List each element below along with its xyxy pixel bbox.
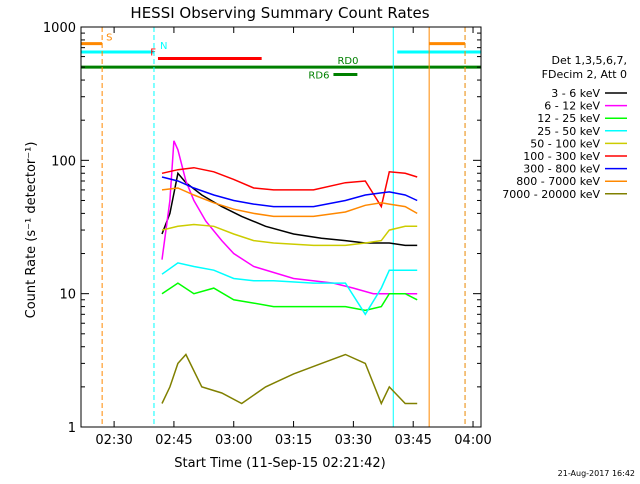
legend-label-2: 12 - 25 keV bbox=[537, 112, 600, 125]
flag-label-rd6: RD6 bbox=[308, 71, 329, 82]
series-line-4 bbox=[161, 223, 418, 247]
flag-label-f: F bbox=[150, 48, 156, 59]
x-tick-label-4: 03:30 bbox=[335, 433, 372, 448]
x-tick-label-3: 03:15 bbox=[275, 433, 312, 448]
x-tick-label-0: 02:30 bbox=[95, 433, 132, 448]
flag-label-rd0: RD0 bbox=[337, 56, 358, 67]
y-tick-label-2: 100 bbox=[51, 154, 76, 169]
x-tick-label-1: 02:45 bbox=[155, 433, 192, 448]
x-tick-label-2: 03:00 bbox=[215, 433, 252, 448]
series-line-3 bbox=[161, 262, 418, 316]
y-tick-label-0: 1 bbox=[68, 421, 76, 436]
legend-label-0: 3 - 6 keV bbox=[551, 87, 600, 100]
legend-label-1: 6 - 12 keV bbox=[544, 100, 600, 113]
y-tick-label-1: 10 bbox=[59, 288, 76, 303]
x-tick-label-6: 04:00 bbox=[454, 433, 491, 448]
legend-label-3: 25 - 50 keV bbox=[537, 125, 600, 138]
x-tick-label-5: 03:45 bbox=[394, 433, 431, 448]
series-line-6 bbox=[161, 176, 418, 208]
series-line-7 bbox=[161, 187, 418, 218]
y-axis-label: Count Rate (s⁻¹ detector⁻¹) bbox=[24, 142, 39, 319]
legend-label-8: 7000 - 20000 keV bbox=[502, 188, 600, 201]
axis-ticks: 02:30 02:45 03:00 03:15 03:30 03:45 04:00 1 10 10… bbox=[43, 21, 492, 448]
flag-lines: S NF RD0 RD6 bbox=[81, 33, 481, 82]
legend-label-5: 100 - 300 keV bbox=[523, 150, 600, 163]
chart-title: HESSI Observing Summary Count Rates bbox=[130, 4, 429, 22]
legend-label-4: 50 - 100 keV bbox=[530, 137, 600, 150]
legend: Det 1,3,5,6,7, FDecim 2, Att 0 3 - 6 keV… bbox=[502, 54, 627, 201]
flag-label-n: N bbox=[160, 41, 167, 52]
flag-label-s: S bbox=[106, 33, 112, 44]
legend-label-7: 800 - 7000 keV bbox=[516, 175, 600, 188]
series-line-0 bbox=[161, 171, 418, 247]
series-line-1 bbox=[161, 140, 418, 295]
series-line-8 bbox=[161, 353, 418, 406]
x-axis-label: Start Time (11-Sep-15 02:21:42) bbox=[174, 456, 385, 471]
series-group bbox=[161, 140, 418, 406]
series-line-5 bbox=[161, 166, 418, 209]
legend-title-line2: FDecim 2, Att 0 bbox=[542, 68, 627, 81]
plot-frame bbox=[80, 26, 482, 428]
timestamp-label: 21-Aug-2017 16:42 bbox=[558, 469, 635, 478]
legend-label-6: 300 - 800 keV bbox=[523, 163, 600, 176]
series-line-2 bbox=[161, 282, 418, 312]
legend-title-line1: Det 1,3,5,6,7, bbox=[551, 54, 627, 67]
y-tick-label-3: 1000 bbox=[43, 21, 76, 36]
